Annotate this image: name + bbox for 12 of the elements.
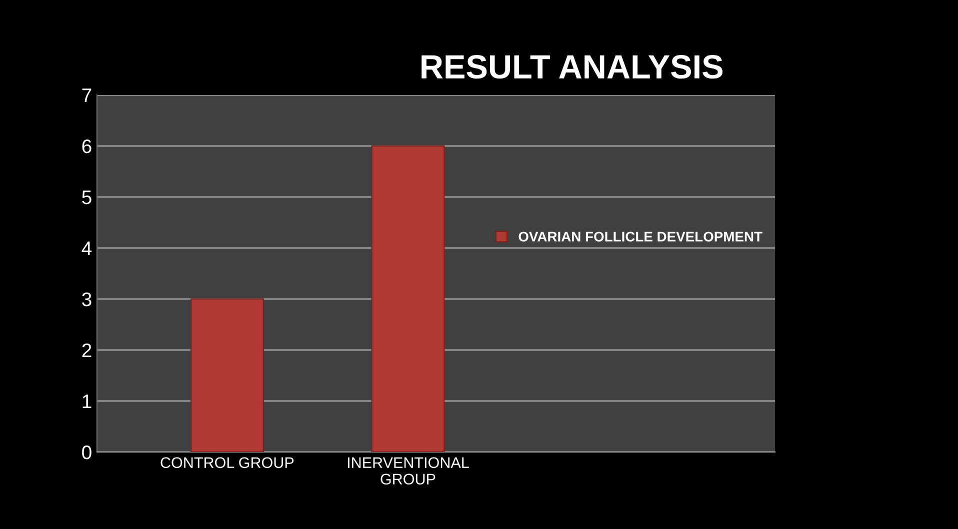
y-tick-label: 6: [82, 139, 92, 154]
y-tick-label: 3: [82, 292, 92, 306]
y-tick-label: 0: [82, 445, 92, 460]
y-tick-label: 1: [82, 394, 92, 408]
y-tick-label: 2: [82, 343, 92, 358]
x-tick-label: CONTROL GROUP: [160, 457, 294, 468]
x-tick-label: INERVENTIONAL GROUP: [348, 457, 469, 485]
text: RESULT ANALYSIS: [422, 55, 722, 79]
legend-label: OVARIAN FOLLICLE DEVELOPMENT: [518, 232, 762, 242]
y-tick-label: 4: [82, 242, 92, 256]
y-tick-label: 5: [82, 190, 92, 204]
y-tick-label: 7: [82, 88, 92, 102]
